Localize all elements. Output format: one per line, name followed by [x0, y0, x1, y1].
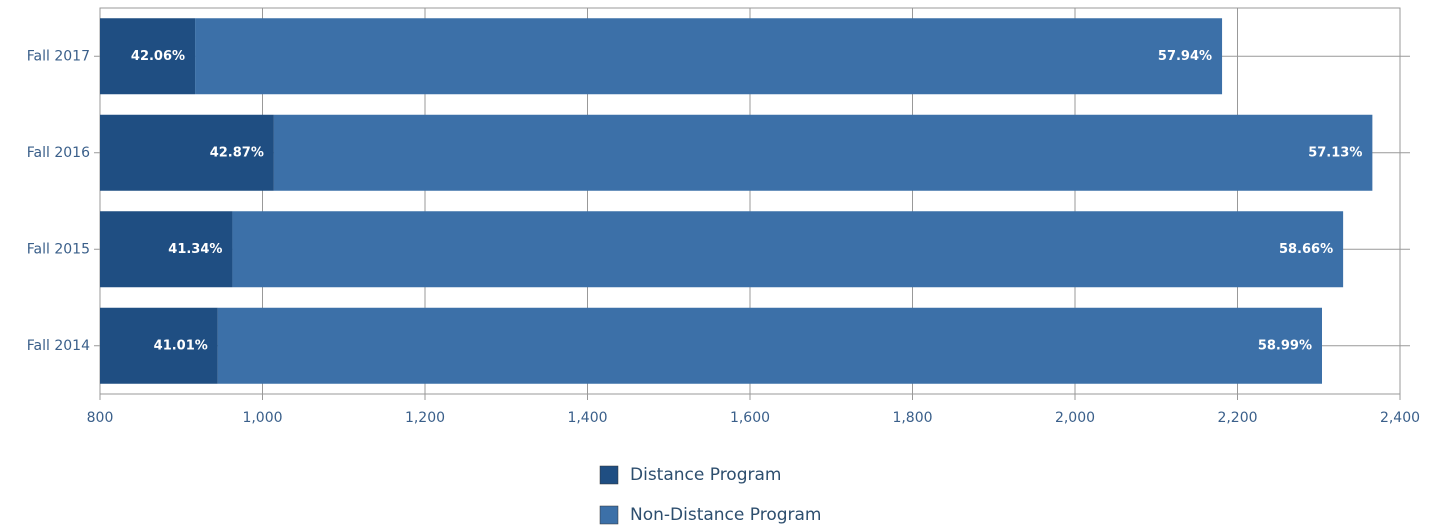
y-tick-label: Fall 2014 — [27, 338, 90, 354]
x-tick-label: 1,200 — [405, 410, 445, 426]
data-label: 41.34% — [168, 242, 222, 257]
y-tick-label: Fall 2016 — [27, 145, 90, 161]
x-tick-label: 2,000 — [1055, 410, 1095, 426]
legend-label: Distance Program — [630, 465, 781, 485]
x-tick-label: 800 — [87, 410, 114, 426]
x-tick-label: 2,400 — [1380, 410, 1420, 426]
data-label: 42.06% — [131, 49, 185, 64]
legend-swatch — [599, 465, 619, 485]
y-tick-label: Fall 2017 — [27, 48, 90, 64]
bar — [273, 114, 1373, 191]
data-label: 58.99% — [1258, 338, 1312, 353]
bar — [217, 307, 1322, 384]
data-label: 57.94% — [1158, 49, 1212, 64]
y-tick-label: Fall 2015 — [27, 241, 90, 257]
bar — [195, 18, 1223, 95]
data-label: 58.66% — [1279, 242, 1333, 257]
bar — [100, 114, 274, 191]
data-label: 57.13% — [1308, 145, 1362, 160]
legend-swatch — [599, 505, 619, 525]
legend-label: Non-Distance Program — [630, 505, 822, 525]
bar — [100, 307, 218, 384]
x-tick-label: 1,400 — [567, 410, 607, 426]
x-tick-label: 1,000 — [242, 410, 282, 426]
x-tick-label: 1,600 — [730, 410, 770, 426]
data-label: 42.87% — [210, 145, 264, 160]
bar — [232, 211, 1344, 288]
data-label: 41.01% — [154, 338, 208, 353]
x-tick-label: 1,800 — [892, 410, 932, 426]
x-tick-label: 2,200 — [1217, 410, 1257, 426]
bar — [100, 211, 233, 288]
bar — [100, 18, 196, 95]
